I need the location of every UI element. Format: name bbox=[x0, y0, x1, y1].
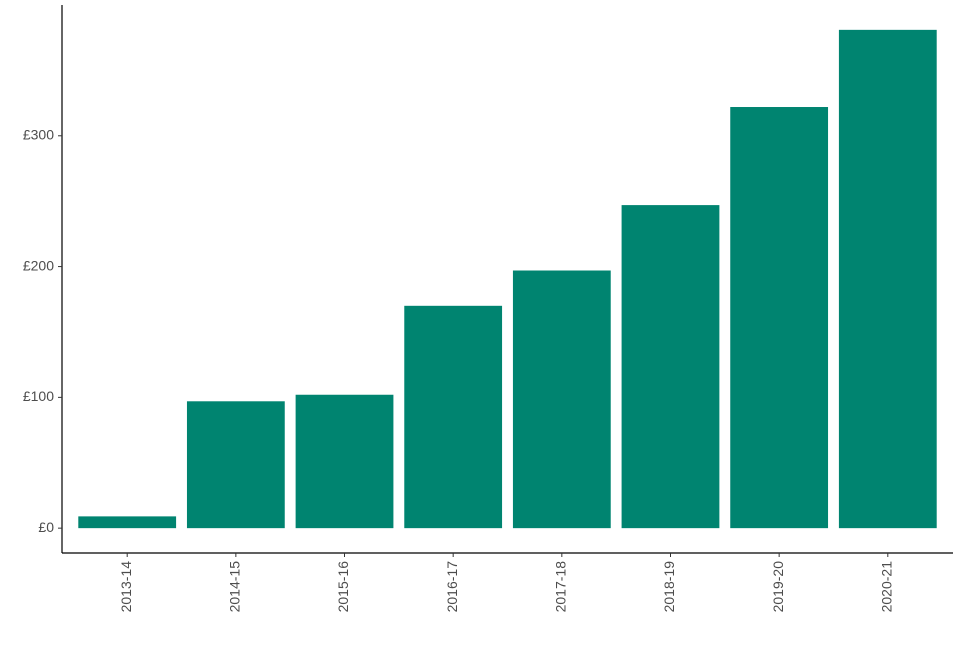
x-tick-label: 2020-21 bbox=[879, 561, 895, 613]
y-tick-label: £100 bbox=[23, 388, 54, 404]
x-tick-label: 2018-19 bbox=[661, 561, 677, 613]
y-tick-label: £300 bbox=[23, 126, 54, 142]
bar bbox=[295, 394, 394, 529]
y-tick-label: £0 bbox=[38, 519, 54, 535]
bar bbox=[730, 107, 829, 529]
y-tick-label: £200 bbox=[23, 257, 54, 273]
bar bbox=[78, 516, 177, 529]
bar bbox=[838, 29, 937, 529]
x-tick-label: 2016-17 bbox=[444, 561, 460, 613]
bar bbox=[621, 205, 720, 529]
x-tick-label: 2015-16 bbox=[335, 561, 351, 613]
bar bbox=[186, 401, 285, 529]
bar bbox=[404, 305, 503, 529]
bar bbox=[512, 270, 611, 529]
x-tick-label: 2019-20 bbox=[770, 561, 786, 613]
x-tick-label: 2017-18 bbox=[553, 561, 569, 613]
x-tick-label: 2013-14 bbox=[118, 561, 134, 613]
x-tick-label: 2014-15 bbox=[227, 561, 243, 613]
